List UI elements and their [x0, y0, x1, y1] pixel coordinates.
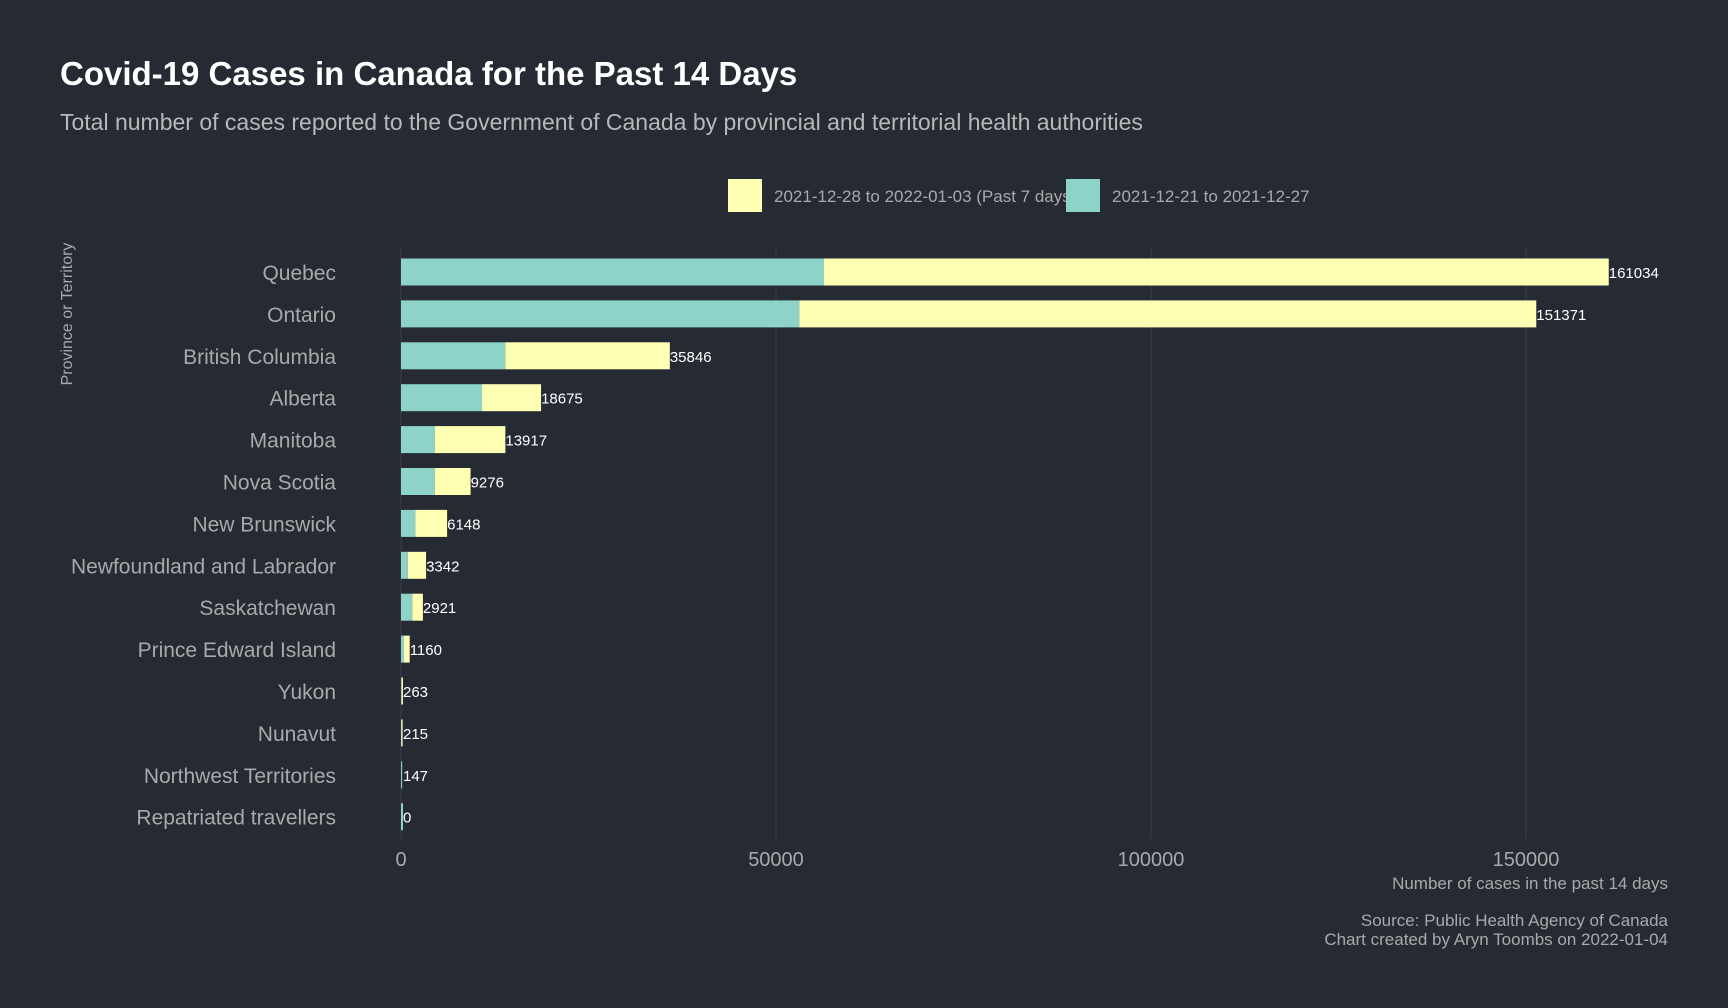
- bar-past7-british-columbia: [505, 342, 670, 370]
- value-label-nunavut: 215: [403, 726, 428, 743]
- caption-credit: Chart created by Aryn Toombs on 2022-01-…: [1324, 930, 1668, 949]
- bar-prior7-nova-scotia: [401, 468, 435, 495]
- value-label-saskatchewan: 2921: [423, 600, 456, 617]
- y-axis-label: Province or Territory: [59, 243, 76, 386]
- category-label-northwest-territories: Northwest Territories: [144, 765, 336, 788]
- bar-prior7-manitoba: [401, 426, 435, 454]
- caption-source: Source: Public Health Agency of Canada: [1361, 911, 1669, 930]
- bar-past7-prince-edward-island: [404, 635, 410, 663]
- category-label-manitoba: Manitoba: [250, 430, 337, 453]
- value-label-new-brunswick: 6148: [447, 516, 480, 533]
- value-label-newfoundland-and-labrador: 3342: [426, 558, 459, 575]
- bar-past7-new-brunswick: [415, 509, 448, 537]
- legend-swatch-prior7: [1066, 179, 1100, 212]
- category-label-quebec: Quebec: [262, 262, 336, 285]
- x-tick-0: 0: [395, 849, 406, 871]
- value-label-prince-edward-island: 1160: [410, 642, 442, 659]
- legend-label-past7: 2021-12-28 to 2022-01-03 (Past 7 days): [774, 187, 1076, 206]
- bar-prior7-ontario: [401, 300, 800, 328]
- bar-past7-quebec: [824, 258, 1609, 286]
- bar-prior7-nunavut: [401, 719, 402, 747]
- bar-past7-nunavut: [401, 719, 403, 747]
- category-label-saskatchewan: Saskatchewan: [199, 597, 336, 620]
- value-label-manitoba: 13917: [505, 433, 547, 450]
- category-label-ontario: Ontario: [267, 304, 336, 327]
- bar-prior7-quebec: [401, 258, 824, 286]
- bar-prior7-repatriated-travellers: [401, 803, 403, 831]
- category-label-nunavut: Nunavut: [258, 723, 336, 746]
- bar-past7-nova-scotia: [434, 468, 471, 495]
- bar-past7-ontario: [799, 300, 1537, 328]
- bar-prior7-prince-edward-island: [401, 635, 404, 663]
- x-tick-150000: 150000: [1493, 849, 1560, 871]
- value-label-nova-scotia: 9276: [471, 475, 504, 492]
- value-label-alberta: 18675: [541, 391, 583, 408]
- bar-prior7-british-columbia: [401, 342, 506, 370]
- legend-label-prior7: 2021-12-21 to 2021-12-27: [1112, 187, 1310, 206]
- x-tick-labels: 0 50000 100000 150000: [395, 849, 1559, 871]
- bar-past7-newfoundland-and-labrador: [407, 551, 427, 579]
- bar-prior7-new-brunswick: [401, 509, 416, 537]
- value-label-ontario: 151371: [1536, 307, 1586, 324]
- legend-swatch-past7: [728, 179, 762, 212]
- bar-past7-alberta: [482, 384, 542, 412]
- value-label-northwest-territories: 147: [403, 768, 428, 785]
- chart-subtitle: Total number of cases reported to the Go…: [60, 109, 1143, 135]
- category-label-new-brunswick: New Brunswick: [192, 513, 336, 536]
- value-label-british-columbia: 35846: [670, 349, 712, 366]
- category-label-british-columbia: British Columbia: [183, 346, 336, 369]
- category-labels: Quebec Ontario British Columbia Alberta Mani…: [71, 262, 337, 830]
- value-label-repatriated-travellers: 0: [403, 810, 411, 827]
- bar-prior7-alberta: [401, 384, 482, 412]
- bar-past7-manitoba: [434, 426, 506, 454]
- category-label-prince-edward-island: Prince Edward Island: [138, 639, 336, 662]
- bars: [401, 258, 1609, 831]
- bar-prior7-newfoundland-and-labrador: [401, 551, 408, 579]
- bar-past7-yukon: [401, 677, 403, 705]
- x-tick-50000: 50000: [748, 849, 804, 871]
- value-label-yukon: 263: [403, 684, 428, 701]
- category-label-newfoundland-and-labrador: Newfoundland and Labrador: [71, 555, 336, 578]
- bar-prior7-yukon: [401, 677, 402, 705]
- category-label-repatriated-travellers: Repatriated travellers: [136, 807, 336, 830]
- category-label-nova-scotia: Nova Scotia: [223, 472, 337, 495]
- chart-title: Covid-19 Cases in Canada for the Past 14…: [60, 55, 797, 92]
- bar-prior7-saskatchewan: [401, 593, 413, 621]
- bar-prior7-northwest-territories: [401, 761, 402, 789]
- legend: 2021-12-28 to 2022-01-03 (Past 7 days) 2…: [728, 179, 1310, 212]
- category-label-yukon: Yukon: [278, 681, 336, 704]
- value-label-quebec: 161034: [1609, 265, 1659, 282]
- bar-past7-saskatchewan: [412, 593, 423, 621]
- value-labels: 161034 151371 35846 18675 13917 9276 6148 3342 2…: [403, 265, 1659, 827]
- category-label-alberta: Alberta: [269, 388, 336, 411]
- x-axis-label: Number of cases in the past 14 days: [1392, 874, 1668, 893]
- x-tick-100000: 100000: [1118, 849, 1185, 871]
